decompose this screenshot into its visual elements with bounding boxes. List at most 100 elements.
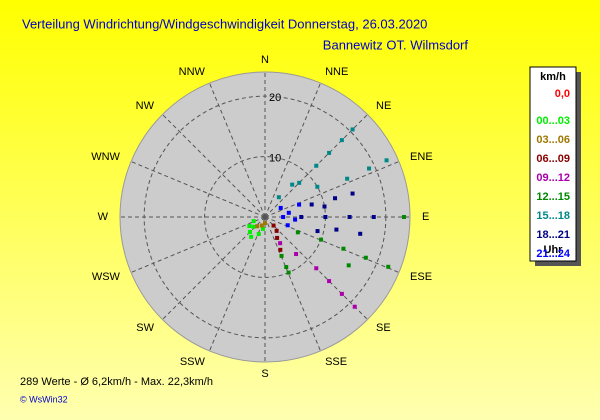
direction-label: S — [261, 368, 268, 380]
data-point — [251, 224, 256, 229]
data-point — [314, 266, 319, 271]
legend-footer: Uhr — [544, 244, 564, 256]
data-point — [286, 210, 291, 215]
data-point — [279, 253, 284, 258]
copyright: © WsWin32 — [20, 394, 68, 404]
direction-label: NW — [136, 100, 155, 112]
r-tick-label: 20 — [269, 92, 281, 104]
direction-label: SW — [136, 322, 154, 334]
legend-title: km/h — [540, 71, 566, 83]
data-point — [297, 202, 302, 207]
data-point — [256, 232, 261, 237]
data-point — [278, 247, 283, 252]
direction-label: WSW — [92, 271, 121, 283]
data-point — [249, 234, 254, 239]
legend-entry: 21...24 — [536, 248, 571, 260]
data-point — [327, 279, 332, 284]
data-point — [275, 235, 280, 240]
data-point — [345, 176, 350, 181]
direction-label: NNE — [325, 66, 348, 78]
legend-entry: 09...12 — [536, 172, 570, 184]
data-point — [278, 241, 283, 246]
spoke — [264, 161, 400, 218]
spoke — [130, 216, 266, 273]
data-point — [285, 223, 290, 228]
legend-entry: 03...06 — [536, 134, 570, 146]
data-point — [271, 223, 276, 228]
data-point — [248, 229, 253, 234]
data-point — [322, 204, 327, 209]
data-point — [339, 138, 344, 143]
data-point — [352, 304, 357, 309]
spoke — [162, 114, 266, 218]
spoke — [209, 82, 266, 218]
data-point — [255, 224, 260, 229]
data-point — [386, 264, 391, 269]
spoke — [264, 82, 321, 218]
spoke — [264, 216, 321, 352]
data-point — [286, 270, 291, 275]
data-point — [319, 237, 324, 242]
data-point — [290, 182, 295, 187]
direction-label: E — [422, 211, 429, 223]
data-point — [401, 215, 406, 219]
legend-entry: 15...18 — [536, 210, 570, 222]
direction-label: SSW — [180, 356, 206, 368]
data-point — [263, 221, 267, 226]
data-point — [295, 230, 300, 235]
legend-entry: 18...21 — [536, 229, 570, 241]
direction-label: SE — [376, 322, 391, 334]
data-point — [363, 255, 368, 260]
data-point — [371, 215, 376, 219]
data-point — [293, 217, 298, 222]
legend-entry: 00...03 — [536, 115, 570, 127]
data-point — [281, 215, 286, 219]
data-point — [299, 215, 304, 219]
data-point — [315, 184, 320, 189]
data-point — [350, 127, 355, 132]
data-point — [327, 150, 332, 155]
direction-label: N — [261, 54, 269, 66]
data-point — [339, 291, 344, 296]
spoke — [162, 216, 266, 320]
data-point — [276, 195, 281, 200]
legend-entry: 12...15 — [536, 191, 570, 203]
data-point — [358, 231, 363, 236]
direction-label: W — [98, 211, 109, 223]
data-point — [278, 205, 283, 210]
direction-label: SSE — [325, 356, 347, 368]
direction-label: NE — [376, 100, 391, 112]
data-point — [294, 252, 299, 257]
direction-label: NNW — [179, 66, 206, 78]
data-point — [323, 215, 328, 219]
data-point — [384, 158, 389, 163]
legend-box — [529, 66, 577, 262]
data-point — [260, 226, 265, 231]
data-point — [274, 228, 279, 233]
data-point — [259, 223, 264, 228]
legend-entry: 06...09 — [536, 153, 570, 165]
footer: 289 Werte - Ø 6,2km/h - Max. 22,3km/h — [20, 376, 213, 388]
data-point — [314, 163, 319, 168]
data-point — [334, 227, 339, 232]
data-point — [309, 202, 314, 207]
data-point — [347, 215, 352, 219]
direction-label: ESE — [410, 271, 432, 283]
chart-subtitle: Bannewitz OT. Wilmsdorf — [323, 37, 469, 52]
data-point — [284, 265, 289, 270]
legend-entry: 0,0 — [555, 88, 570, 100]
direction-label: WNW — [91, 151, 120, 163]
data-point — [251, 219, 256, 224]
data-point — [350, 191, 355, 196]
r-tick-label: 10 — [269, 152, 281, 164]
data-point — [346, 263, 351, 268]
spoke — [130, 161, 266, 218]
data-point — [297, 180, 302, 185]
data-point — [333, 196, 338, 201]
data-point — [341, 246, 346, 251]
chart-title: Verteilung Windrichtung/Windgeschwindigk… — [22, 16, 427, 31]
data-point — [315, 229, 320, 234]
direction-label: ENE — [410, 151, 433, 163]
data-point — [367, 166, 372, 171]
